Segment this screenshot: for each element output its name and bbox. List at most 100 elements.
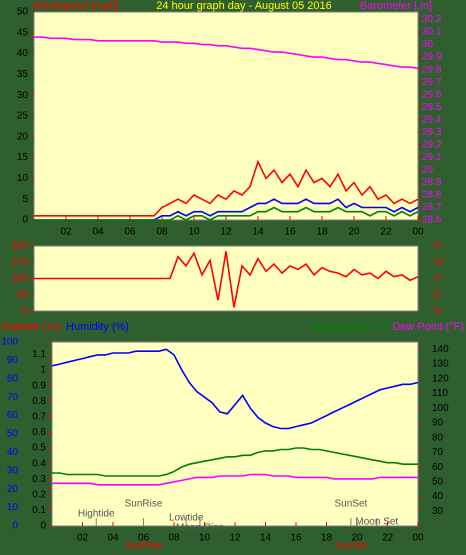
compass-label: N	[434, 241, 441, 252]
y3-tick-label: 0.2	[32, 489, 46, 500]
y3-tick-label: 1.1	[32, 349, 46, 360]
y2-tick-label: 60	[432, 462, 444, 473]
chart-title: 24 hour graph day - August 05 2016	[156, 0, 332, 12]
plot-area	[33, 11, 419, 221]
series-line	[52, 473, 418, 486]
y3-tick-label: 0.8	[32, 396, 46, 407]
y-tick-label: 50	[7, 429, 19, 440]
y2-tick-label: 100	[432, 403, 449, 414]
y-tick-label: 40	[7, 447, 19, 458]
y2-tick-label: 28.7	[422, 202, 442, 213]
y2-tick-label: 30.2	[422, 14, 442, 25]
y3-tick-label: 0.4	[32, 458, 46, 469]
y2-tick-label: 80	[432, 432, 444, 443]
annotation: Lowtide	[169, 513, 204, 524]
x-tick-label: 06	[124, 227, 136, 238]
y3-tick-label: 0.9	[32, 380, 46, 391]
dewpoint-axis-title: Dew Point (°F)	[392, 321, 464, 333]
y3-tick-label: 0.6	[32, 427, 46, 438]
annotation: SunSet	[334, 499, 367, 510]
x-tick-label: 10	[188, 227, 200, 238]
rain-axis-title: Rainfall (.in)	[2, 321, 61, 333]
y-tick-label: 90	[7, 355, 19, 366]
y3-tick-label: 0.3	[32, 474, 46, 485]
humidity-axis-title: Humidity (%)	[66, 321, 129, 333]
y-tick-label: 80	[7, 373, 19, 384]
y2-tick-label: 29.9	[422, 52, 442, 63]
y-tick-label: 10	[17, 173, 29, 184]
x-tick-label: 04	[92, 227, 104, 238]
x-tick-label: 14	[252, 227, 264, 238]
x-tick-label: 10	[199, 533, 211, 544]
x-tick-label: 00	[412, 227, 424, 238]
y3-tick-label: 0.5	[32, 443, 46, 454]
series-line	[34, 251, 419, 308]
y2-tick-label: 140	[432, 344, 449, 355]
barometer-axis-title: Barometer [.in]	[360, 0, 432, 12]
y-tick-label: 360	[11, 241, 28, 252]
y2-tick-label: 120	[432, 373, 449, 384]
y2-tick-label: 29	[422, 165, 434, 176]
y-tick-label: 45	[17, 27, 29, 38]
y-tick-label: 100	[1, 337, 18, 348]
y2-tick-label: 28.8	[422, 190, 442, 201]
y2-tick-label: 29.7	[422, 77, 442, 88]
y-tick-label: 270	[11, 257, 28, 268]
axis-marker: SunRise	[125, 541, 163, 552]
y3-tick-label: 1	[40, 365, 46, 376]
series-line	[52, 447, 418, 477]
series-line	[34, 206, 419, 221]
temperature-axis-title: Temperature (°F)	[309, 321, 392, 333]
y-tick-label: 70	[7, 392, 19, 403]
y2-tick-label: 30	[432, 506, 444, 517]
y2-tick-label: 29.8	[422, 64, 442, 75]
x-tick-label: 20	[351, 533, 363, 544]
wind-axis-title: Windspeed [mph]	[33, 0, 119, 12]
annotation: Hightide	[78, 509, 115, 520]
y2-tick-label: 70	[432, 447, 444, 458]
y-tick-label: 180	[11, 273, 28, 284]
annotation: Moon Rise	[176, 523, 224, 534]
y2-tick-label: 28.6	[422, 215, 442, 226]
y-tick-label: 10	[7, 502, 19, 513]
annotation: Moon Set	[355, 517, 398, 528]
y-tick-label: 30	[17, 90, 29, 101]
y-tick-label: 15	[17, 152, 29, 163]
y3-tick-label: 0	[40, 521, 46, 532]
y2-tick-label: 30.1	[422, 27, 442, 38]
y-tick-label: 90	[17, 289, 29, 300]
y2-tick-label: 40	[432, 491, 444, 502]
y2-tick-label: 50	[432, 476, 444, 487]
y-tick-label: 5	[22, 194, 28, 205]
y3-tick-label: 0.7	[32, 411, 46, 422]
y-tick-label: 25	[17, 111, 29, 122]
x-tick-label: 00	[412, 533, 424, 544]
x-tick-label: 04	[107, 533, 119, 544]
x-tick-label: 16	[290, 533, 302, 544]
x-tick-label: 02	[77, 533, 89, 544]
y-tick-label: 0	[12, 521, 18, 532]
y3-tick-label: 0.1	[32, 505, 46, 516]
y2-tick-label: 130	[432, 359, 449, 370]
x-tick-label: 14	[260, 533, 272, 544]
y-tick-label: 50	[17, 7, 29, 18]
x-tick-label: 12	[220, 227, 232, 238]
y2-tick-label: 110	[432, 388, 448, 399]
x-tick-label: 12	[229, 533, 241, 544]
compass-label: S	[434, 273, 441, 284]
series-line	[51, 348, 419, 430]
x-tick-label: 22	[380, 227, 392, 238]
compass-label: W	[434, 257, 444, 268]
y-tick-label: 35	[17, 69, 29, 80]
axis-marker: SunSet	[334, 541, 367, 552]
y2-tick-label: 90	[432, 418, 444, 429]
y2-tick-label: 29.5	[422, 102, 442, 113]
y-tick-label: 20	[7, 484, 19, 495]
x-tick-label: 18	[321, 533, 333, 544]
series-line	[34, 36, 419, 70]
y-tick-label: 40	[17, 48, 29, 59]
x-tick-label: 22	[382, 533, 394, 544]
x-tick-label: 06	[138, 533, 150, 544]
y-tick-label: 30	[7, 465, 19, 476]
x-tick-label: 08	[156, 227, 168, 238]
